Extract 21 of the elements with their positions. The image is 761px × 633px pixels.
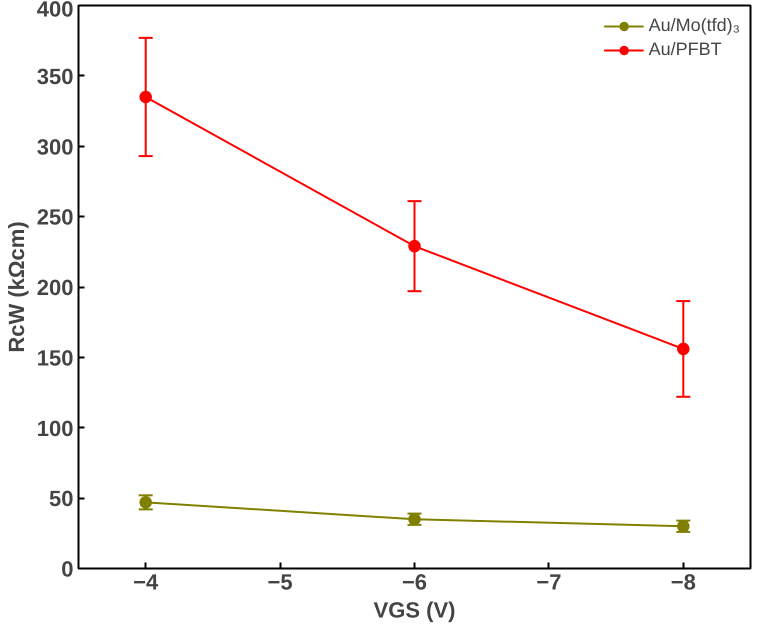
y-tick-label: 100	[36, 416, 74, 441]
y-tick-label: 300	[36, 134, 74, 160]
legend-label: Au/PFBT	[648, 39, 722, 60]
x-tick-label: −6	[402, 570, 428, 594]
point	[408, 240, 421, 252]
y-tick-label: 150	[36, 345, 74, 370]
point	[677, 342, 690, 356]
y-tick-label: 250	[36, 204, 74, 230]
x-tick-label: −8	[670, 570, 696, 594]
y-tick-label: 50	[49, 486, 74, 512]
y-tick-label: 350	[36, 64, 74, 89]
y-tick-label: 0	[61, 556, 74, 582]
x-tick-label: −4	[133, 570, 160, 594]
point	[139, 90, 152, 104]
x-tick-label: −5	[268, 570, 293, 594]
y-tick-label: 400	[36, 0, 74, 22]
x-axis-title: VGS (V)	[374, 598, 456, 622]
x-tick-label: −7	[536, 570, 562, 594]
y-tick-label: 200	[36, 275, 74, 300]
y-axis-title: RcW (kΩcm)	[4, 221, 29, 353]
legend-label: Au/Mo(tfd)₃	[648, 15, 740, 36]
